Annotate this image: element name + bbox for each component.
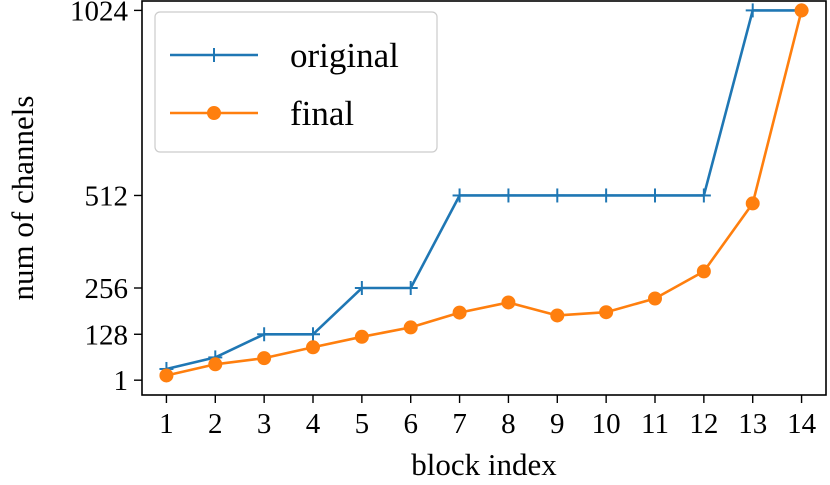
data-point-original bbox=[550, 188, 565, 203]
data-point-original bbox=[745, 3, 760, 18]
x-tick-label: 11 bbox=[641, 408, 669, 440]
data-point-final bbox=[550, 308, 565, 323]
data-point-final bbox=[403, 320, 418, 335]
y-axis: 1 128 256 512 1024 bbox=[70, 0, 142, 397]
data-point-final bbox=[501, 295, 516, 310]
x-tick-label: 2 bbox=[208, 408, 223, 440]
y-tick-label: 1024 bbox=[70, 0, 129, 27]
x-tick-label: 4 bbox=[306, 408, 321, 440]
data-point-final bbox=[354, 329, 369, 344]
legend-marker bbox=[207, 106, 221, 120]
legend: original final bbox=[154, 11, 438, 153]
series-line-final bbox=[166, 10, 803, 377]
legend-entry-final: final bbox=[170, 94, 354, 133]
y-tick-label: 512 bbox=[85, 180, 129, 212]
x-tick-label: 10 bbox=[592, 408, 621, 440]
x-tick-label: 1 bbox=[159, 408, 174, 440]
series-original bbox=[159, 3, 809, 376]
series-line-original bbox=[166, 9, 802, 371]
series-final bbox=[159, 3, 809, 383]
x-axis-title: block index bbox=[411, 447, 557, 482]
x-tick-label: 3 bbox=[257, 408, 272, 440]
data-point-final bbox=[257, 351, 272, 366]
data-point-final bbox=[648, 291, 662, 306]
x-tick-label: 13 bbox=[738, 408, 767, 440]
plot-content bbox=[159, 3, 809, 383]
legend-label: original bbox=[290, 36, 399, 75]
data-point-final bbox=[452, 305, 467, 320]
data-point-original bbox=[648, 188, 662, 203]
x-axis: 1 2 3 4 5 6 7 8 9 10 11 12 13 14 bbox=[159, 395, 817, 440]
data-point-original bbox=[354, 281, 369, 296]
data-point-final bbox=[745, 196, 760, 211]
data-point-final bbox=[599, 305, 614, 320]
data-point-final bbox=[696, 264, 711, 279]
legend-box bbox=[154, 11, 438, 153]
x-tick-label: 14 bbox=[787, 408, 817, 440]
legend-marker bbox=[207, 48, 221, 62]
y-tick-label: 128 bbox=[85, 319, 129, 351]
data-point-original bbox=[501, 188, 516, 203]
data-point-final bbox=[159, 368, 174, 383]
x-tick-label: 12 bbox=[689, 408, 718, 440]
x-tick-label: 6 bbox=[403, 408, 418, 440]
data-point-original bbox=[306, 327, 320, 342]
legend-entry-original: original bbox=[170, 36, 399, 75]
data-point-original bbox=[599, 188, 614, 203]
y-tick-label: 256 bbox=[85, 273, 129, 305]
x-tick-label: 7 bbox=[452, 408, 467, 440]
data-point-final bbox=[794, 3, 809, 18]
plot-frame bbox=[141, 0, 827, 396]
data-point-final bbox=[208, 357, 223, 372]
x-tick-label: 9 bbox=[550, 408, 565, 440]
legend-label: final bbox=[290, 94, 354, 133]
x-tick-label: 8 bbox=[501, 408, 516, 440]
y-tick-label: 1 bbox=[114, 365, 129, 397]
x-tick-label: 5 bbox=[355, 408, 370, 440]
data-point-original bbox=[696, 188, 711, 203]
data-point-final bbox=[306, 340, 320, 355]
data-point-original bbox=[452, 188, 467, 203]
data-point-original bbox=[403, 281, 418, 296]
y-axis-title: num of channels bbox=[5, 96, 40, 301]
data-point-original bbox=[257, 327, 272, 342]
